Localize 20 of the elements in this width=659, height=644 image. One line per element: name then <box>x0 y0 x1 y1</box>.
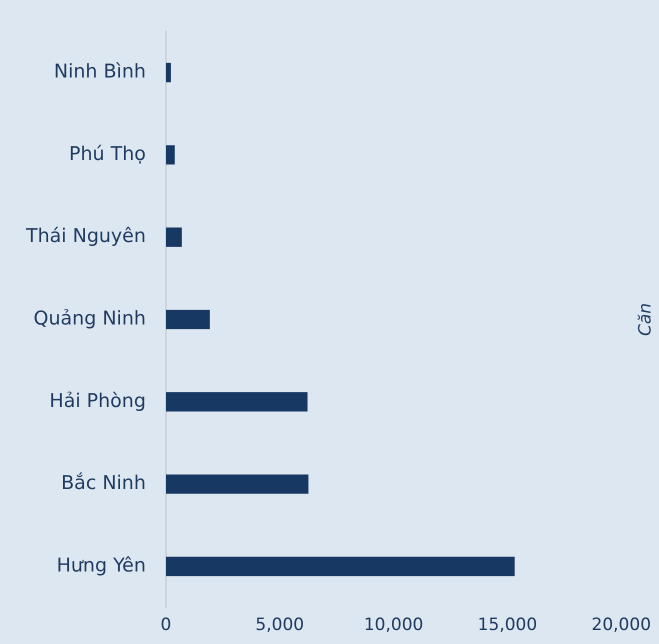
x-tick-label: 10,000 <box>364 615 424 636</box>
bar <box>166 556 515 576</box>
x-tick-label: 0 <box>160 615 172 636</box>
text: Căn <box>635 302 656 336</box>
y-tick-label: Bắc Ninh <box>61 472 146 494</box>
y-tick-label: Quảng Ninh <box>34 307 146 330</box>
x-tick-label: 15,000 <box>478 615 538 636</box>
bar <box>166 392 308 412</box>
y-tick-label: Hải Phòng <box>49 390 146 412</box>
bar <box>166 62 171 82</box>
x-tick-label: 20,000 <box>592 615 651 636</box>
bar <box>166 474 308 494</box>
y-tick-label: Hưng Yên <box>56 554 146 576</box>
bar <box>166 310 210 330</box>
bar <box>166 228 182 247</box>
y-tick-label: Phú Thọ <box>69 142 146 165</box>
y-tick-label: Ninh Bình <box>54 60 146 82</box>
bar <box>166 145 175 164</box>
y-tick-label: Thái Nguyên <box>24 225 146 248</box>
x-tick-label: 5,000 <box>255 615 304 636</box>
